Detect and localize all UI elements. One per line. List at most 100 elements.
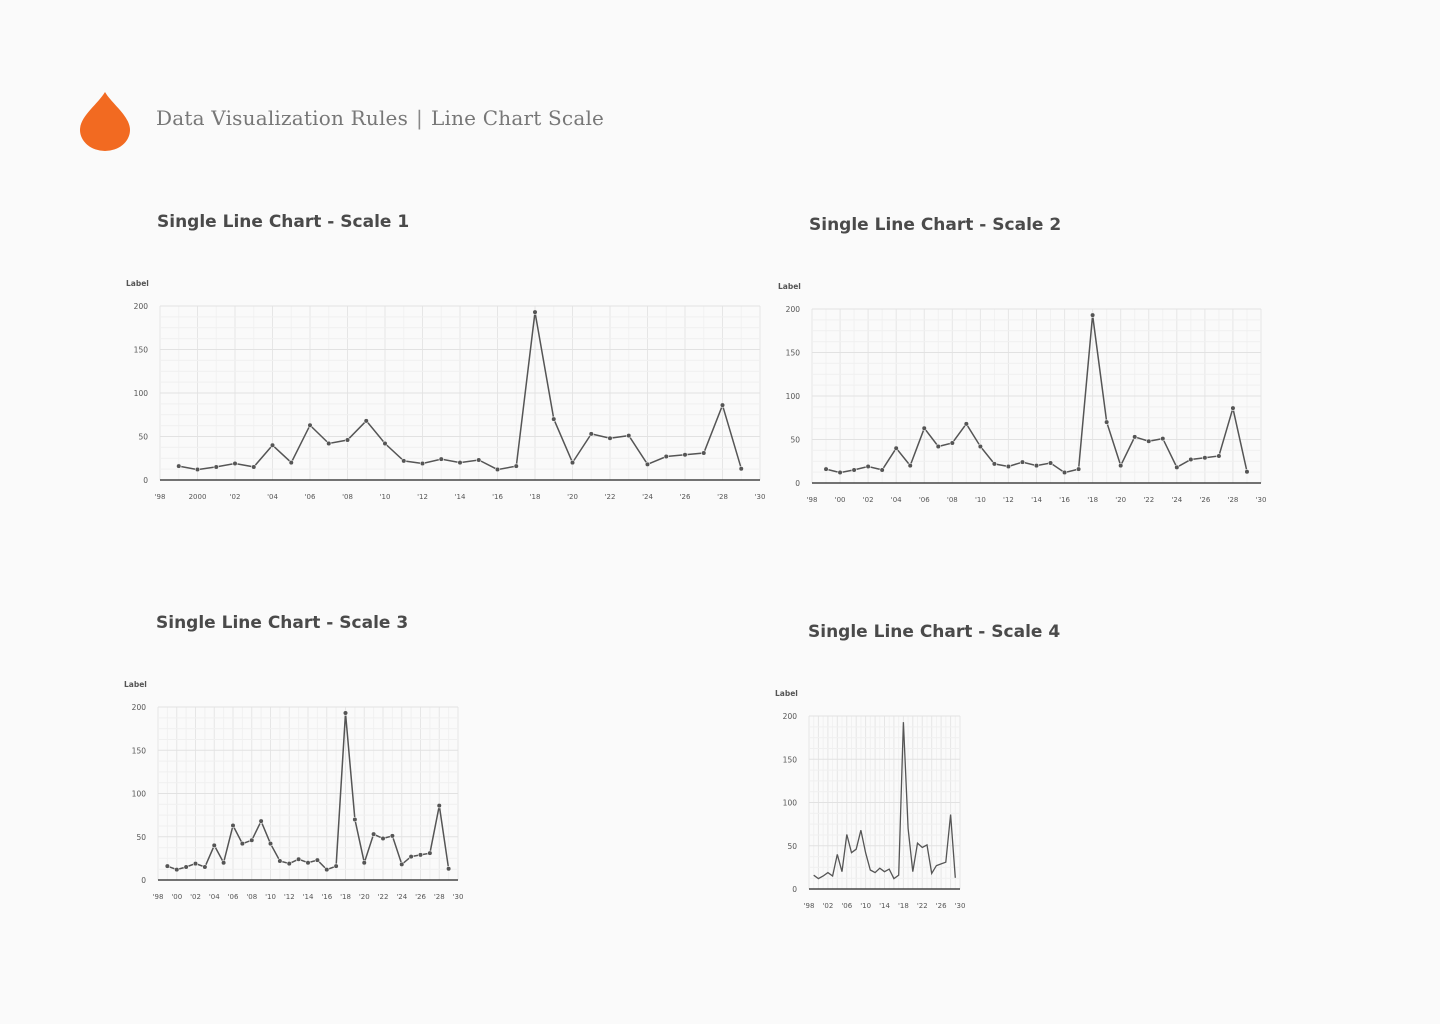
x-tick-label: '02 <box>190 893 201 901</box>
chart-1-title: Single Line Chart - Scale 1 <box>157 212 410 232</box>
series-markers <box>823 312 1250 476</box>
grid <box>157 706 459 881</box>
grid <box>159 305 761 481</box>
y-tick-label: 0 <box>795 479 800 488</box>
x-tick-label: '20 <box>567 493 578 501</box>
x-tick-label: '20 <box>1115 496 1126 504</box>
y-tick-label: 0 <box>143 476 148 485</box>
x-tick-label: '10 <box>265 893 276 901</box>
page-title: Data Visualization Rules <box>156 106 409 130</box>
y-tick-label: 50 <box>138 433 148 442</box>
data-point <box>286 860 292 867</box>
grid <box>808 715 961 890</box>
data-point <box>326 440 332 447</box>
data-point <box>851 467 857 473</box>
data-point <box>823 466 829 472</box>
x-tick-label: '28 <box>434 893 445 901</box>
x-tick-label: '26 <box>415 893 426 901</box>
data-point <box>249 837 255 843</box>
drop-icon <box>80 92 130 151</box>
data-point <box>626 433 632 439</box>
data-point <box>221 860 227 866</box>
data-point <box>401 458 407 464</box>
data-point <box>1104 419 1110 425</box>
data-point <box>879 467 885 473</box>
data-point <box>314 857 320 863</box>
data-point <box>258 818 264 824</box>
data-point <box>230 822 236 829</box>
x-tick-label: '98 <box>153 893 164 901</box>
series-line <box>813 722 956 880</box>
x-tick-label: '28 <box>717 493 728 501</box>
y-tick-label: 50 <box>790 436 800 445</box>
y-axis-label: Label <box>778 282 801 291</box>
data-point <box>251 464 257 470</box>
chart-1: Label 0 50 100 150 200 '98 2000 '02 '04 '06 '08 '10 '… <box>126 279 765 501</box>
data-point <box>446 866 452 872</box>
data-point <box>239 841 245 847</box>
y-tick-label: 200 <box>132 703 147 712</box>
title-separator: | <box>416 106 423 130</box>
chart-4: Label 0 50 100 150 200 '98 '02 '06 '10 '14 '18 '22 '2… <box>775 689 965 910</box>
data-point <box>893 445 899 451</box>
y-tick-label: 100 <box>786 392 801 401</box>
x-tick-label: '24 <box>642 493 653 501</box>
x-tick-label: '06 <box>841 902 852 910</box>
data-point <box>324 867 330 873</box>
data-point <box>305 860 311 866</box>
x-tick-label: '22 <box>378 893 389 901</box>
data-point <box>342 710 349 716</box>
y-tick-label: 100 <box>132 790 147 799</box>
x-tick-label: '98 <box>155 493 166 501</box>
x-tick-label: '06 <box>228 893 239 901</box>
data-point <box>164 863 170 869</box>
x-tick-label: '10 <box>380 493 391 501</box>
y-tick-label: 200 <box>783 712 798 721</box>
data-point <box>551 416 557 422</box>
data-point <box>738 466 744 472</box>
x-tick-label: '14 <box>303 893 314 901</box>
x-tick-label: '14 <box>455 493 466 501</box>
data-point <box>183 864 189 870</box>
data-point <box>949 440 955 446</box>
data-point <box>935 443 941 450</box>
y-tick-label: 200 <box>786 305 801 314</box>
data-point <box>907 463 913 469</box>
data-point <box>269 442 276 448</box>
data-point <box>457 460 463 466</box>
data-point <box>701 450 707 456</box>
x-tick-label: '10 <box>860 902 871 910</box>
x-tick-label: '98 <box>804 902 815 910</box>
data-point <box>1174 464 1180 470</box>
x-tick-label: '06 <box>919 496 930 504</box>
y-tick-label: 0 <box>792 885 797 894</box>
x-tick-label: '06 <box>305 493 316 501</box>
data-point <box>213 464 219 470</box>
data-point <box>1132 434 1138 440</box>
data-point <box>1075 466 1082 472</box>
x-tick-label: '18 <box>898 902 909 910</box>
x-tick-label: '30 <box>1256 496 1267 504</box>
x-tick-label: '14 <box>1031 496 1042 504</box>
x-tick-label: '02 <box>822 902 833 910</box>
data-point <box>1061 469 1068 476</box>
data-point <box>1202 455 1208 461</box>
data-point <box>436 803 442 809</box>
x-tick-label: '28 <box>1228 496 1239 504</box>
data-point <box>644 461 651 467</box>
series-markers <box>176 309 744 473</box>
x-tick-label: '26 <box>680 493 691 501</box>
x-tick-label: '18 <box>1087 496 1098 504</box>
data-point <box>1216 453 1222 459</box>
data-point <box>1230 405 1236 411</box>
chart-2-title: Single Line Chart - Scale 2 <box>809 215 1062 235</box>
data-point <box>663 453 669 460</box>
data-point <box>427 850 433 856</box>
data-point <box>363 418 369 424</box>
x-tick-label: '04 <box>891 496 902 504</box>
data-point <box>532 309 538 315</box>
data-point <box>513 463 519 469</box>
data-point <box>476 457 482 463</box>
x-tick-label: '04 <box>267 493 278 501</box>
data-point <box>232 460 238 467</box>
